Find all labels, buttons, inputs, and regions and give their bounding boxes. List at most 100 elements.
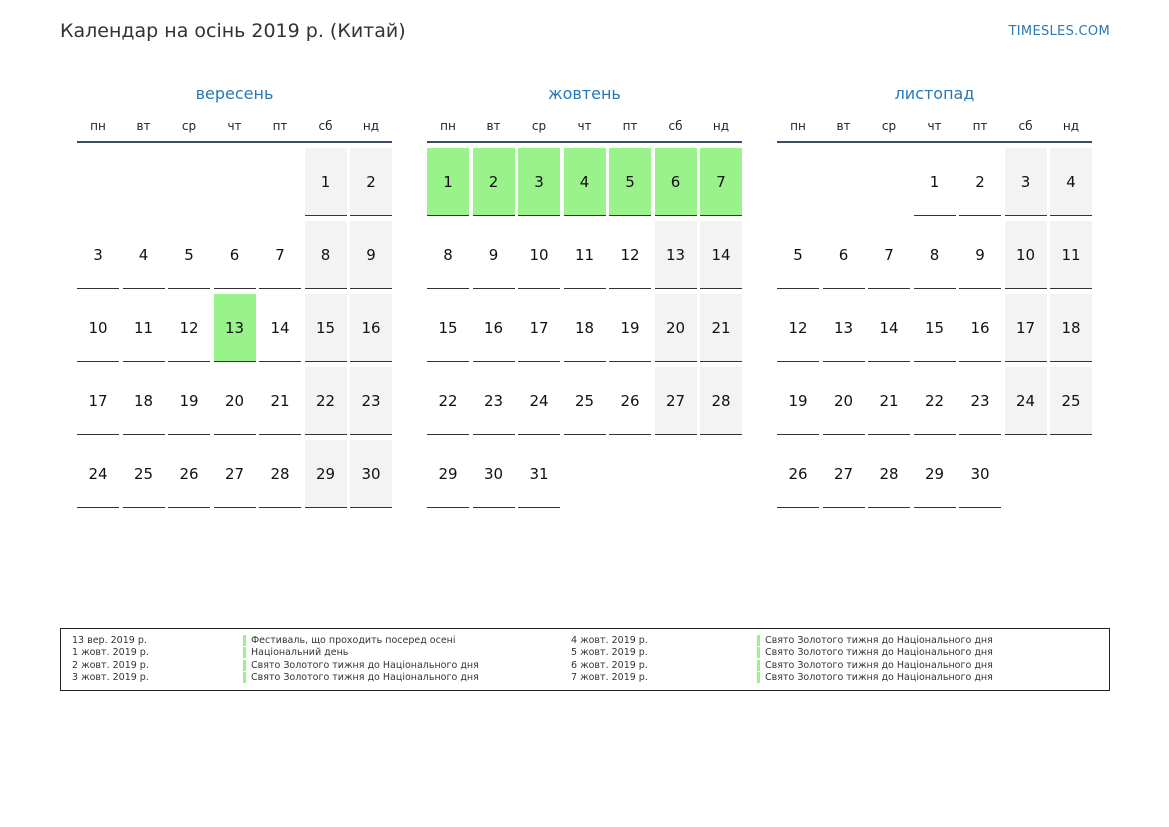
day-cell[interactable]: 5 (168, 221, 210, 289)
day-cell[interactable]: 7 (259, 221, 301, 289)
day-cell[interactable]: 8 (427, 221, 469, 289)
weekday-label: сб (318, 119, 333, 133)
day-cell[interactable]: 25 (122, 440, 165, 508)
day-cell[interactable]: 28 (700, 367, 742, 435)
day-cell[interactable]: 29 (304, 440, 347, 508)
day-cell[interactable]: 17 (77, 367, 119, 435)
day-cell[interactable]: 29 (913, 440, 956, 508)
day-cell[interactable]: 26 (168, 440, 210, 508)
day-cell[interactable]: 10 (1004, 221, 1047, 289)
day-cell[interactable]: 1 (913, 148, 956, 216)
day-cell[interactable]: 18 (1050, 294, 1092, 362)
day-cell[interactable]: 28 (868, 440, 910, 508)
day-cell[interactable]: 16 (959, 294, 1001, 362)
legend-dates-left: 13 вер. 2019 р. 1 жовт. 2019 р. 2 жовт. 20… (72, 635, 149, 684)
day-cell[interactable]: 19 (609, 294, 651, 362)
day-cell[interactable]: 14 (868, 294, 910, 362)
day-cell[interactable]: 26 (609, 367, 651, 435)
day-cell[interactable]: 3 (77, 221, 119, 289)
day-cell[interactable]: 15 (304, 294, 347, 362)
day-cell[interactable]: 2 (350, 148, 392, 216)
day-cell[interactable]: 22 (427, 367, 469, 435)
day-cell[interactable]: 30 (959, 440, 1001, 508)
site-link[interactable]: TIMESLES.COM (1008, 24, 1110, 39)
day-cell[interactable]: 10 (77, 294, 119, 362)
weekday-label: пн (440, 119, 456, 133)
day-cell[interactable]: 13 (213, 294, 256, 362)
day-cell[interactable]: 10 (518, 221, 560, 289)
day-cell[interactable]: 11 (563, 221, 606, 289)
day-cell[interactable]: 6 (654, 148, 697, 216)
legend-date: 13 вер. 2019 р. (72, 635, 147, 646)
day-cell[interactable]: 28 (259, 440, 301, 508)
day-cell[interactable]: 27 (654, 367, 697, 435)
day-cell[interactable]: 19 (168, 367, 210, 435)
day-cell[interactable]: 13 (822, 294, 865, 362)
day-cell[interactable]: 16 (472, 294, 515, 362)
day-cell[interactable]: 22 (304, 367, 347, 435)
day-cell[interactable]: 8 (304, 221, 347, 289)
day-cell[interactable]: 24 (77, 440, 119, 508)
day-cell[interactable]: 4 (1050, 148, 1092, 216)
day-cell[interactable]: 20 (654, 294, 697, 362)
day-cell[interactable]: 14 (259, 294, 301, 362)
day-cell[interactable]: 1 (304, 148, 347, 216)
day-cell[interactable]: 24 (1004, 367, 1047, 435)
day-cell[interactable]: 23 (350, 367, 392, 435)
day-cell[interactable]: 2 (959, 148, 1001, 216)
day-cell[interactable]: 4 (122, 221, 165, 289)
day-cell[interactable]: 15 (913, 294, 956, 362)
day-cell[interactable]: 30 (350, 440, 392, 508)
day-cell[interactable]: 18 (563, 294, 606, 362)
day-cell[interactable]: 30 (472, 440, 515, 508)
day-cell[interactable]: 31 (518, 440, 560, 508)
day-cell[interactable]: 5 (609, 148, 651, 216)
day-cell[interactable]: 13 (654, 221, 697, 289)
day-cell[interactable]: 3 (1004, 148, 1047, 216)
day-cell[interactable]: 26 (777, 440, 819, 508)
day-cell[interactable]: 27 (213, 440, 256, 508)
day-cell[interactable]: 20 (822, 367, 865, 435)
day-cell[interactable]: 6 (822, 221, 865, 289)
day-cell[interactable]: 5 (777, 221, 819, 289)
day-cell[interactable]: 23 (472, 367, 515, 435)
day-cell[interactable]: 1 (427, 148, 469, 216)
day-cell[interactable]: 9 (959, 221, 1001, 289)
day-cell[interactable]: 23 (959, 367, 1001, 435)
day-cell[interactable]: 20 (213, 367, 256, 435)
day-cell[interactable]: 9 (350, 221, 392, 289)
day-cell[interactable]: 29 (427, 440, 469, 508)
day-cell[interactable]: 27 (822, 440, 865, 508)
weekday-label: нд (712, 119, 730, 133)
day-cell[interactable]: 17 (1004, 294, 1047, 362)
day-cell[interactable]: 15 (427, 294, 469, 362)
day-cell[interactable]: 2 (472, 148, 515, 216)
weekday-header: пн вт ср чт пт сб нд (77, 119, 392, 135)
legend-names-right: Свято Золотого тижня до Національного дн… (757, 635, 993, 684)
day-cell[interactable]: 21 (868, 367, 910, 435)
day-cell[interactable]: 11 (1050, 221, 1092, 289)
day-cell[interactable]: 12 (609, 221, 651, 289)
day-cell[interactable]: 7 (700, 148, 742, 216)
day-cell[interactable]: 25 (563, 367, 606, 435)
day-cell[interactable]: 22 (913, 367, 956, 435)
day-cell[interactable]: 21 (259, 367, 301, 435)
day-cell[interactable]: 4 (563, 148, 606, 216)
day-cell[interactable]: 19 (777, 367, 819, 435)
day-cell[interactable]: 3 (518, 148, 560, 216)
day-cell[interactable]: 7 (868, 221, 910, 289)
day-cell[interactable]: 12 (168, 294, 210, 362)
day-cell[interactable]: 14 (700, 221, 742, 289)
day-cell[interactable]: 16 (350, 294, 392, 362)
day-cell[interactable]: 21 (700, 294, 742, 362)
day-cell[interactable]: 9 (472, 221, 515, 289)
legend-holiday: Свято Золотого тижня до Національного дн… (757, 647, 993, 659)
day-cell[interactable]: 8 (913, 221, 956, 289)
day-cell[interactable]: 18 (122, 367, 165, 435)
day-cell[interactable]: 12 (777, 294, 819, 362)
day-cell[interactable]: 17 (518, 294, 560, 362)
day-cell[interactable]: 25 (1050, 367, 1092, 435)
day-cell[interactable]: 11 (122, 294, 165, 362)
day-cell[interactable]: 24 (518, 367, 560, 435)
day-cell[interactable]: 6 (213, 221, 256, 289)
